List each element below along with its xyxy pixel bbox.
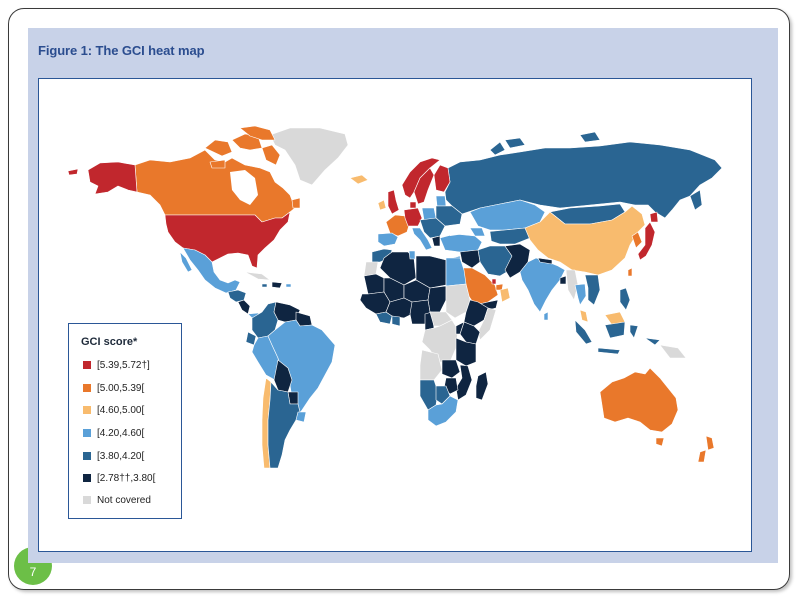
legend-label: [5.00,5.39[ [97, 382, 145, 394]
legend-swatch [83, 496, 91, 504]
legend-label: [4.60,5.00[ [97, 404, 145, 416]
page-number: 7 [29, 565, 37, 579]
legend-label: [5.39,5.72†] [97, 359, 150, 371]
legend-swatch [83, 406, 91, 414]
legend-item: [2.78††,3.80[ [83, 471, 155, 485]
legend-label: [3.80,4.20[ [97, 450, 145, 462]
legend-swatch [83, 361, 91, 369]
legend-swatch [83, 452, 91, 460]
legend-label: [2.78††,3.80[ [97, 472, 156, 484]
legend-item: [4.20,4.60[ [83, 426, 144, 440]
legend-item: Not covered [83, 493, 151, 507]
legend-title: GCI score* [81, 336, 138, 348]
legend-swatch [83, 384, 91, 392]
legend-item: [3.80,4.20[ [83, 449, 144, 463]
legend-swatch [83, 474, 91, 482]
slide-frame [8, 8, 790, 590]
legend-label: [4.20,4.60[ [97, 427, 145, 439]
legend-label: Not covered [97, 494, 151, 506]
legend-item: [5.39,5.72†] [83, 358, 150, 372]
map-legend: GCI score* [5.39,5.72†] [5.00,5.39[ [4.6… [68, 323, 182, 519]
legend-swatch [83, 429, 91, 437]
legend-item: [5.00,5.39[ [83, 381, 144, 395]
figure-title: Figure 1: The GCI heat map [38, 43, 205, 58]
legend-item: [4.60,5.00[ [83, 403, 144, 417]
